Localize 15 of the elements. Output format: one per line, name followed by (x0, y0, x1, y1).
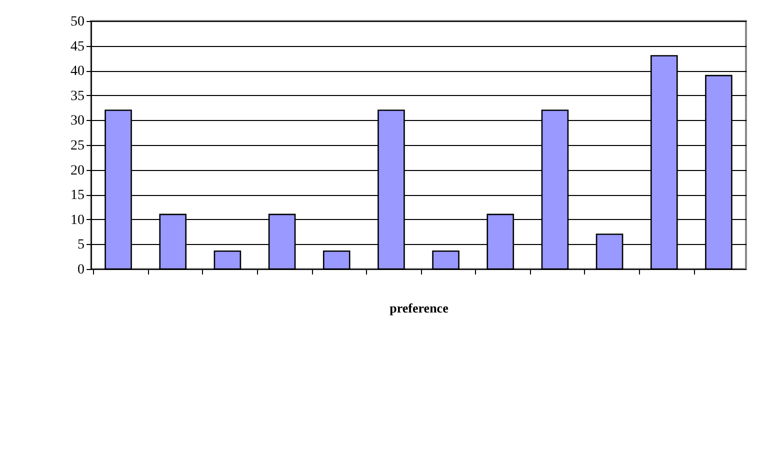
y-tick-label: 5 (78, 238, 84, 253)
bar (322, 250, 350, 270)
y-tick-label: 25 (70, 138, 84, 154)
bar (214, 250, 242, 270)
y-tick-label: 35 (70, 88, 84, 104)
y-tick-label: 0 (78, 262, 84, 278)
y-tick-label: 15 (70, 188, 84, 204)
bar (432, 250, 460, 270)
y-tick-label: 40 (70, 64, 84, 80)
y-tick-label: 45 (70, 39, 84, 54)
y-tick-label: 30 (70, 114, 84, 129)
y-tick-label: 10 (70, 212, 84, 228)
y-tick-label: 50 (70, 14, 84, 30)
x-axis-title: preference (390, 300, 449, 316)
y-tick-label: 20 (70, 163, 84, 178)
